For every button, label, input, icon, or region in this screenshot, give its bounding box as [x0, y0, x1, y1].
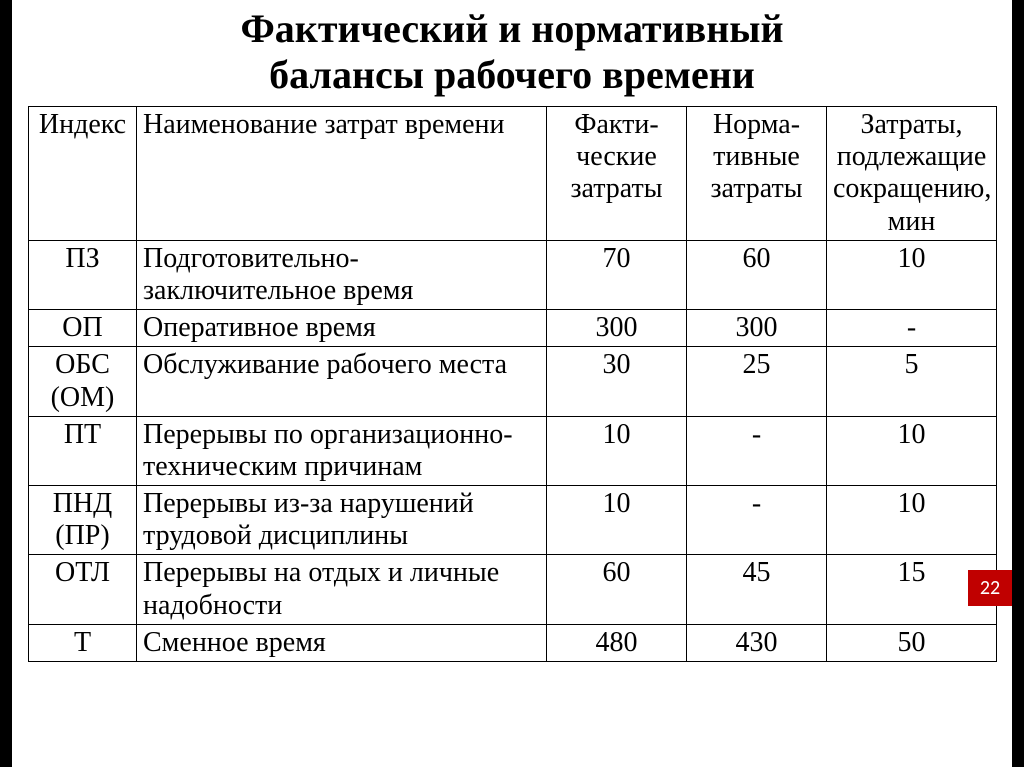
table-row: ПТ Перерывы по организационно- техническ… [29, 416, 997, 485]
cell-red: 5 [827, 347, 997, 416]
cell-fact: 60 [547, 555, 687, 624]
title-line-2: балансы рабочего времени [269, 52, 755, 97]
cell-norm: 430 [687, 624, 827, 661]
cell-index: ОП [29, 310, 137, 347]
table-row: ПЗ Подготовительно-заключительное время … [29, 240, 997, 309]
slide: Фактический и нормативный балансы рабоче… [12, 0, 1012, 767]
cell-norm: 25 [687, 347, 827, 416]
table-row: Т Сменное время 480 430 50 [29, 624, 997, 661]
cell-norm: - [687, 416, 827, 485]
cell-fact: 10 [547, 486, 687, 555]
table-row: ОП Оперативное время 300 300 - [29, 310, 997, 347]
cell-index: ПЗ [29, 240, 137, 309]
page-number-badge: 22 [968, 570, 1012, 606]
cell-norm: - [687, 486, 827, 555]
title-line-1: Фактический и нормативный [240, 6, 783, 51]
cell-name: Перерывы на отдых и личные надобности [137, 555, 547, 624]
cell-fact: 10 [547, 416, 687, 485]
cell-fact: 30 [547, 347, 687, 416]
table-row: ОТЛ Перерывы на отдых и личные надобност… [29, 555, 997, 624]
cell-name: Сменное время [137, 624, 547, 661]
slide-title: Фактический и нормативный балансы рабоче… [12, 0, 1012, 104]
cell-red: 10 [827, 486, 997, 555]
table-row: ОБС (ОМ) Обслуживание рабочего места 30 … [29, 347, 997, 416]
cell-red: 10 [827, 240, 997, 309]
col-header-fact: Факти-ческие затраты [547, 107, 687, 241]
cell-norm: 45 [687, 555, 827, 624]
cell-norm: 300 [687, 310, 827, 347]
col-header-index: Индекс [29, 107, 137, 241]
cell-fact: 70 [547, 240, 687, 309]
col-header-reduction: Затраты, подлежащие сокращению, мин [827, 107, 997, 241]
page-number: 22 [980, 576, 1000, 600]
cell-name: Подготовительно-заключительное время [137, 240, 547, 309]
cell-name: Перерывы по организационно- техническим … [137, 416, 547, 485]
cell-red: 10 [827, 416, 997, 485]
cell-fact: 300 [547, 310, 687, 347]
cell-name: Оперативное время [137, 310, 547, 347]
cell-norm: 60 [687, 240, 827, 309]
table-header-row: Индекс Наименование затрат времени Факти… [29, 107, 997, 241]
cell-red: 50 [827, 624, 997, 661]
cell-index: ПНД (ПР) [29, 486, 137, 555]
col-header-name: Наименование затрат времени [137, 107, 547, 241]
table-row: ПНД (ПР) Перерывы из-за нарушений трудов… [29, 486, 997, 555]
cell-index: ОТЛ [29, 555, 137, 624]
cell-red: - [827, 310, 997, 347]
cell-index: ПТ [29, 416, 137, 485]
cell-index: ОБС (ОМ) [29, 347, 137, 416]
cell-index: Т [29, 624, 137, 661]
cell-fact: 480 [547, 624, 687, 661]
col-header-norm: Норма-тивные затраты [687, 107, 827, 241]
cell-name: Обслуживание рабочего места [137, 347, 547, 416]
balance-table: Индекс Наименование затрат времени Факти… [28, 106, 997, 662]
cell-name: Перерывы из-за нарушений трудовой дисцип… [137, 486, 547, 555]
